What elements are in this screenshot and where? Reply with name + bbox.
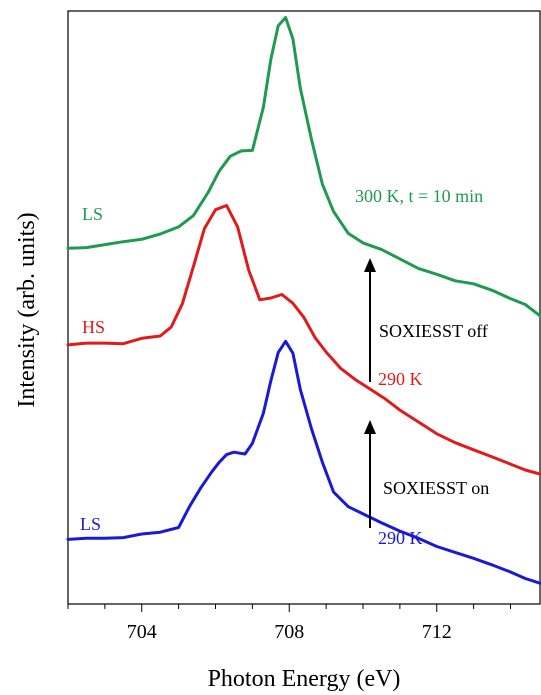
label-290k-blue: 290 K	[378, 528, 423, 548]
series-line-2	[66, 16, 541, 318]
plot-frame	[67, 10, 541, 605]
x-tick-label: 708	[274, 621, 304, 643]
arrow-head-lower	[364, 420, 376, 434]
x-axis-label: Photon Energy (eV)	[208, 666, 401, 692]
arrow-head-upper	[364, 258, 376, 272]
series-group	[66, 16, 541, 585]
label-300k: 300 K, t = 10 min	[355, 186, 483, 206]
x-tick-label: 712	[422, 621, 452, 643]
label-soxiesst-off: SOXIESST off	[379, 321, 488, 341]
label-ls-top: LS	[82, 204, 103, 224]
series-line-0	[66, 339, 541, 585]
label-290k-red: 290 K	[378, 369, 423, 389]
x-axis: 704 708 712	[67, 604, 511, 643]
series-line-1	[66, 204, 541, 476]
label-soxiesst-on: SOXIESST on	[383, 478, 489, 498]
y-axis-label: Intensity (arb. units)	[14, 212, 40, 407]
x-tick-label: 704	[127, 621, 157, 643]
label-ls-bottom: LS	[80, 514, 101, 534]
label-hs: HS	[82, 317, 105, 337]
